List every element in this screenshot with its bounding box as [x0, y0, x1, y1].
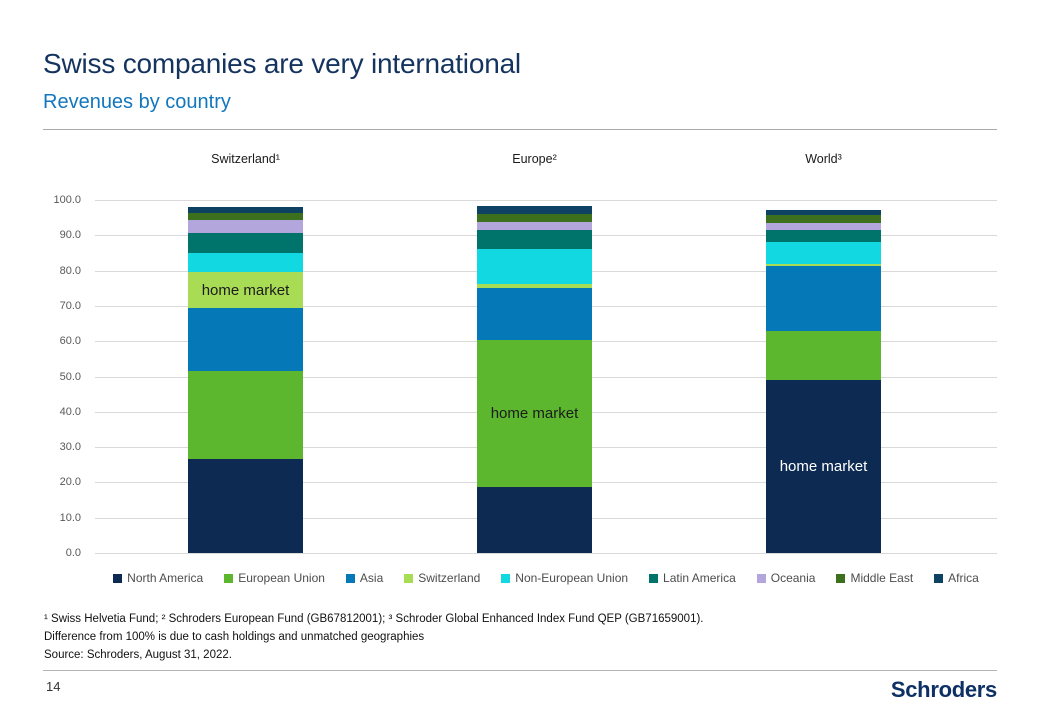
y-axis-tick-label: 40.0: [59, 405, 81, 418]
bar-segment: home market: [766, 380, 881, 553]
y-axis-tick-label: 10.0: [59, 511, 81, 524]
stacked-bar: home market: [766, 209, 881, 553]
bar-segment: [477, 230, 592, 249]
gridline: [95, 553, 997, 554]
legend-swatch-icon: [756, 573, 766, 583]
home-market-label: home market: [201, 281, 290, 299]
legend-item: Asia: [345, 571, 384, 585]
gridline: [95, 200, 997, 201]
legend-item: North America: [113, 571, 203, 585]
bar-segment: [477, 206, 592, 215]
legend-label: Asia: [359, 571, 384, 585]
bar-segment: [477, 214, 592, 222]
bar-segment: [766, 209, 881, 215]
legend-label: Non-European Union: [515, 571, 629, 585]
y-axis: 100.0 90.0 80.0 70.0 60.0 50.0 40.0 30.0 20.0 10.…: [40, 194, 88, 559]
title-divider: [43, 129, 997, 130]
bar-segment: [477, 287, 592, 341]
legend-swatch-icon: [345, 573, 355, 583]
y-axis-tick-label: 30.0: [59, 441, 81, 454]
legend-label: Oceania: [770, 571, 816, 585]
category-header: World³: [805, 152, 842, 166]
category-header: Europe²: [512, 152, 557, 166]
bar-segment: [188, 252, 303, 273]
category-headers: Switzerland¹ Europe² World³: [95, 152, 997, 172]
bar-segment: [188, 307, 303, 372]
y-axis-tick-label: 20.0: [59, 476, 81, 489]
chart-plot-area: home market home market home market: [95, 200, 997, 554]
bar-segment: [477, 283, 592, 288]
bar-segment: [188, 459, 303, 553]
page-number: 14: [46, 679, 61, 694]
bar-segment: [188, 371, 303, 460]
bar-segment: [188, 232, 303, 253]
legend-label: Switzerland: [418, 571, 481, 585]
footnotes: ¹ Swiss Helvetia Fund; ² Schroders Europ…: [44, 610, 964, 664]
bar-segment: [766, 223, 881, 231]
legend-label: Africa: [948, 571, 979, 585]
legend-item: Middle East: [836, 571, 913, 585]
y-axis-tick-label: 70.0: [59, 299, 81, 312]
bar-segment: [477, 248, 592, 284]
bar-segment: [188, 220, 303, 233]
legend-label: North America: [127, 571, 204, 585]
legend-item: Switzerland: [404, 571, 480, 585]
bar-segment: [766, 330, 881, 381]
legend-swatch-icon: [649, 573, 659, 583]
y-axis-tick-label: 90.0: [59, 229, 81, 242]
legend-item: European Union: [224, 571, 325, 585]
slide-title: Swiss companies are very international: [43, 48, 521, 79]
bar-segment: home market: [188, 272, 303, 308]
bar-segment: [477, 487, 592, 553]
stacked-bar: home market: [477, 206, 592, 553]
slide-subtitle: Revenues by country: [43, 91, 231, 113]
footer-divider: [43, 670, 997, 671]
bar-segment: [477, 221, 592, 231]
legend-item: Africa: [934, 571, 979, 585]
footnote-difference: Difference from 100% is due to cash hold…: [44, 631, 425, 643]
bar-segment: home market: [477, 340, 592, 488]
bar-segment: [766, 241, 881, 264]
schroders-logo: Schroders: [890, 677, 997, 702]
legend-item: Latin America: [649, 571, 736, 585]
bar-segment: [766, 266, 881, 331]
stacked-bar: home market: [188, 207, 303, 553]
bar-segment: [188, 207, 303, 213]
bar-segment: [766, 230, 881, 242]
footnote-sources: ¹ Swiss Helvetia Fund; ² Schroders Europ…: [44, 613, 704, 625]
legend-label: European Union: [238, 571, 325, 585]
legend-swatch-icon: [113, 573, 123, 583]
legend-item: Oceania: [756, 571, 816, 585]
chart-legend: North America European Union Asia Switzerla…: [95, 571, 997, 585]
legend-swatch-icon: [934, 573, 944, 583]
y-axis-tick-label: 100.0: [53, 194, 81, 206]
bar-segment: [188, 212, 303, 221]
home-market-label: home market: [779, 458, 868, 476]
legend-label: Latin America: [663, 571, 736, 585]
legend-swatch-icon: [836, 573, 846, 583]
y-axis-tick-label: 0.0: [65, 547, 81, 559]
legend-item: Non-European Union: [501, 571, 628, 585]
y-axis-tick-label: 80.0: [59, 264, 81, 277]
bar-segment: [766, 263, 881, 267]
legend-label: Middle East: [850, 571, 914, 585]
legend-swatch-icon: [224, 573, 234, 583]
bar-segment: [766, 214, 881, 224]
legend-swatch-icon: [404, 573, 414, 583]
footnote-source-date: Source: Schroders, August 31, 2022.: [44, 649, 232, 661]
y-axis-tick-label: 50.0: [59, 370, 81, 383]
legend-swatch-icon: [501, 573, 511, 583]
home-market-label: home market: [490, 405, 579, 423]
y-axis-tick-label: 60.0: [59, 335, 81, 348]
category-header: Switzerland¹: [211, 152, 280, 166]
